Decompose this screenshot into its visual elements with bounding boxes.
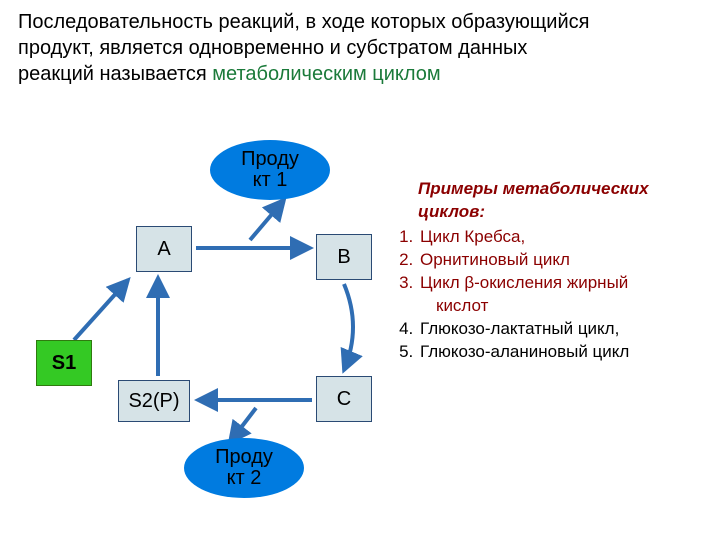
example-item: Цикл Кребса, — [418, 226, 720, 249]
node-p1-label: Проду кт 1 — [241, 149, 299, 191]
header-line-3-prefix: реакций называется — [18, 63, 212, 85]
header-line-3: реакций называется метаболическим циклом — [18, 62, 441, 87]
node-s2-label: S2(P) — [128, 390, 179, 413]
example-item: Глюкозо-лактатный цикл, — [418, 318, 720, 341]
example-item-cont: кислот — [436, 295, 720, 318]
node-a-label: А — [157, 238, 170, 261]
arrow-AB-to-P1 — [250, 200, 284, 240]
node-product-2: Проду кт 2 — [184, 438, 304, 498]
header-line-1: Последовательность реакций, в ходе котор… — [18, 10, 589, 35]
example-item: Орнитиновый цикл — [418, 249, 720, 272]
node-s1-label: S1 — [52, 352, 76, 375]
arrow-CS2-to-P2 — [230, 408, 256, 442]
examples-block: Примеры метаболических циклов: Цикл Креб… — [400, 178, 720, 364]
arrow-S1-to-A — [74, 280, 128, 340]
header-term: метаболическим циклом — [212, 63, 440, 85]
node-product-1: Проду кт 1 — [210, 140, 330, 200]
node-s1: S1 — [36, 340, 92, 386]
examples-title: Примеры метаболических циклов: — [418, 178, 720, 224]
slide-canvas: Последовательность реакций, в ходе котор… — [0, 0, 720, 540]
node-c: С — [316, 376, 372, 422]
node-b: В — [316, 234, 372, 280]
node-c-label: С — [337, 388, 351, 411]
node-a: А — [136, 226, 192, 272]
arrow-B-to-C — [344, 284, 353, 370]
example-item: Цикл β-окисления жирный — [418, 272, 720, 295]
node-b-label: В — [337, 246, 350, 269]
header-line-2: продукт, является одновременно и субстра… — [18, 36, 527, 61]
examples-list: Цикл Кребса,Орнитиновый циклЦикл β-окисл… — [400, 226, 720, 364]
node-p2-label: Проду кт 2 — [215, 447, 273, 489]
node-s2: S2(P) — [118, 380, 190, 422]
example-item: Глюкозо-аланиновый цикл — [418, 341, 720, 364]
